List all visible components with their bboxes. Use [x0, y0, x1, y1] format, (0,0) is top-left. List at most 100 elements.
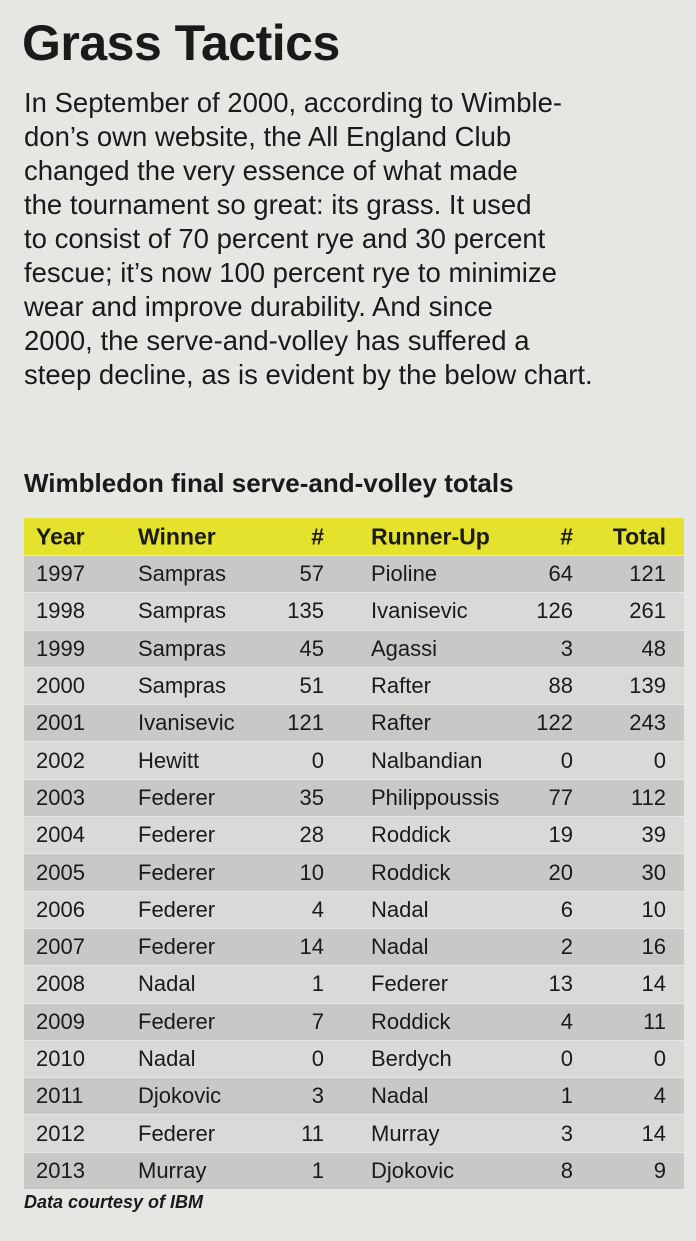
- table-row: 2000 Sampras 51 Rafter 88 139: [24, 667, 684, 705]
- table-cell: 0: [560, 747, 573, 773]
- table-cell: 2010: [36, 1046, 85, 1071]
- table-cell: 2011: [36, 1083, 84, 1109]
- table-cell: 9: [653, 1157, 666, 1183]
- table-cell: 121: [287, 710, 324, 736]
- table-cell: 77: [548, 784, 573, 810]
- table-cell: 2003: [36, 784, 85, 810]
- table-cell: 1999: [36, 635, 85, 661]
- table-cell: 10: [299, 859, 324, 885]
- table-cell: Berdych: [371, 1046, 452, 1071]
- paragraph-line: 2000, the serve-and-volley has suffered …: [24, 325, 530, 356]
- table-cell: Nadal: [138, 1046, 196, 1071]
- paragraph-line: fescue; it’s now 100 percent rye to mini…: [24, 257, 557, 288]
- table-cell: 39: [641, 822, 666, 848]
- header-row: Year Winner # Runner-Up # Total: [24, 518, 684, 555]
- table-cell: 135: [287, 598, 324, 624]
- table-cell: 2005: [36, 859, 85, 885]
- table: Year Winner # Runner-Up # Total 1997 Sampras 57 P…: [24, 518, 684, 1190]
- table-cell: 0: [653, 1046, 666, 1071]
- table-cell: Djokovic: [138, 1083, 222, 1109]
- table-cell: 19: [548, 822, 573, 848]
- column-header: Winner: [138, 523, 216, 549]
- table-cell: Nadal: [371, 896, 429, 922]
- table-cell: Pioline: [371, 561, 438, 587]
- table-cell: Hewitt: [138, 747, 200, 773]
- table-row: 1997 Sampras 57 Pioline 64 121: [24, 556, 684, 593]
- table-cell: Sampras: [138, 598, 227, 624]
- table-cell: 2006: [36, 896, 85, 922]
- table-cell: Nadal: [371, 934, 429, 960]
- table-cell: Agassi: [371, 635, 438, 661]
- table-cell: Ivanisevic: [371, 598, 468, 624]
- source-note: Data courtesy of IBM: [24, 1192, 204, 1212]
- table-cell: Roddick: [371, 1008, 451, 1034]
- table-title: Wimbledon final serve-and-volley totals: [24, 468, 514, 498]
- table-cell: Murray: [371, 1120, 440, 1146]
- column-header: Total: [612, 523, 666, 549]
- table-cell: 3: [560, 635, 573, 661]
- table-cell: Philippoussis: [371, 784, 500, 810]
- table-row: 2001 Ivanisevic 121 Rafter 122 243: [24, 705, 684, 742]
- table-cell: 51: [299, 673, 324, 699]
- table-cell: 28: [299, 822, 324, 848]
- table-cell: 14: [641, 971, 666, 997]
- table-cell: 14: [299, 934, 324, 960]
- paragraph-line: to consist of 70 percent rye and 30 perc…: [24, 223, 546, 254]
- table-cell: 48: [641, 635, 666, 661]
- table-cell: Federer: [138, 1008, 216, 1034]
- table-cell: 1998: [36, 598, 85, 624]
- table-cell: 2007: [36, 934, 85, 960]
- table-cell: 2002: [36, 747, 85, 773]
- table-cell: Rafter: [371, 710, 431, 736]
- table-row: 1999 Sampras 45 Agassi 3 48: [24, 630, 684, 667]
- table-cell: 3: [311, 1083, 324, 1109]
- table-cell: Federer: [371, 971, 449, 997]
- table-cell: Sampras: [138, 561, 227, 587]
- column-header: #: [311, 523, 324, 549]
- paragraph-line: In September of 2000, according to Wimbl…: [24, 87, 563, 118]
- table-row: 2007 Federer 14 Nadal 2 16: [24, 928, 684, 966]
- paragraph-line: steep decline, as is evident by the belo…: [24, 359, 593, 390]
- table-cell: 13: [548, 971, 573, 997]
- table-cell: 2000: [36, 673, 85, 699]
- table-row: 2011 Djokovic 3 Nadal 1 4: [24, 1078, 684, 1115]
- table-cell: 16: [641, 934, 666, 960]
- table-row: 2006 Federer 4 Nadal 6 10: [24, 891, 684, 928]
- table-row: 2009 Federer 7 Roddick 4 11: [24, 1003, 684, 1040]
- table-cell: 30: [641, 859, 666, 885]
- table-row: 2010 Nadal 0 Berdych 0 0: [24, 1040, 684, 1078]
- table-cell: 88: [548, 673, 573, 699]
- table-cell: 126: [536, 598, 573, 624]
- table-cell: Rafter: [371, 673, 431, 699]
- table-cell: 2004: [36, 822, 85, 848]
- table-cell: 243: [629, 710, 666, 736]
- table-cell: Murray: [138, 1157, 207, 1183]
- table-cell: 11: [301, 1120, 324, 1146]
- table-cell: 2013: [36, 1157, 85, 1183]
- table-cell: Sampras: [138, 673, 227, 699]
- table-cell: 4: [560, 1008, 573, 1034]
- paragraph-line: wear and improve durability. And since: [24, 291, 493, 322]
- table-cell: 112: [630, 784, 666, 810]
- table-cell: 0: [653, 747, 666, 773]
- table-cell: 0: [311, 1046, 324, 1071]
- table-cell: Federer: [138, 896, 216, 922]
- table-row: 2013 Murray 1 Djokovic 8 9: [24, 1152, 684, 1190]
- table-cell: Federer: [138, 934, 216, 960]
- table-cell: 20: [548, 859, 573, 885]
- table-cell: 14: [641, 1120, 666, 1146]
- table-row: 2008 Nadal 1 Federer 13 14: [24, 966, 684, 1003]
- table-cell: 7: [311, 1008, 324, 1034]
- table-cell: Nadal: [371, 1083, 429, 1109]
- paragraph-line: the tournament so great: its grass. It u…: [24, 189, 532, 220]
- table-cell: 121: [629, 561, 666, 587]
- table-row: 2005 Federer 10 Roddick 20 30: [24, 854, 684, 891]
- table-cell: 2: [560, 934, 573, 960]
- table-cell: 1: [311, 971, 324, 997]
- table-cell: Federer: [138, 784, 216, 810]
- table-cell: 4: [311, 896, 324, 922]
- table-cell: 2012: [36, 1120, 85, 1146]
- table-cell: Ivanisevic: [138, 710, 235, 736]
- table-cell: 261: [629, 598, 666, 624]
- table-cell: Federer: [138, 1120, 216, 1146]
